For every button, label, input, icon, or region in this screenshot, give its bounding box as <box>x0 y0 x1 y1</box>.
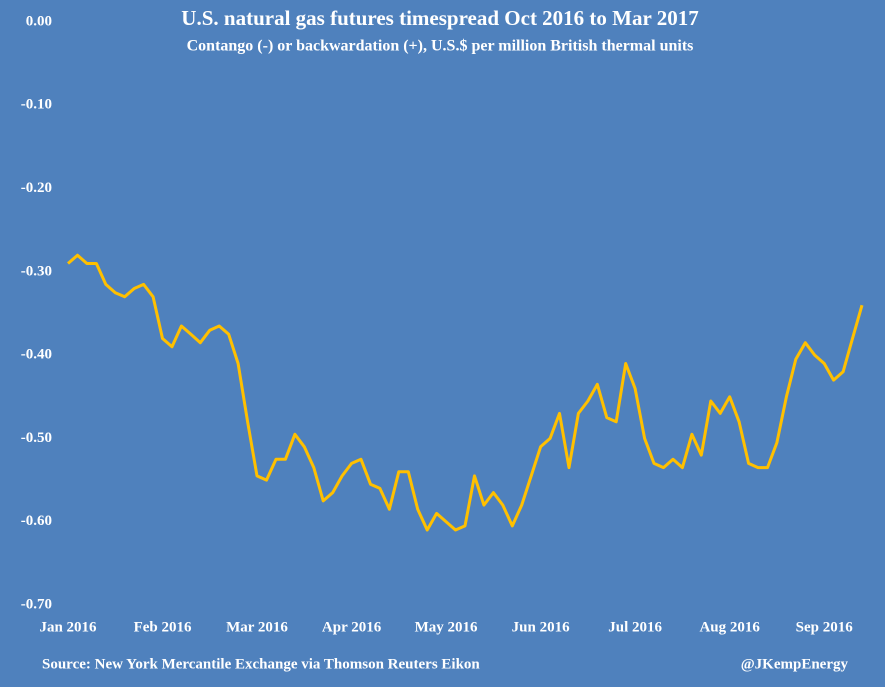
y-tick-label: -0.50 <box>21 430 52 446</box>
source-note: Source: New York Mercantile Exchange via… <box>42 656 480 672</box>
x-tick-label: Feb 2016 <box>134 619 192 635</box>
y-tick-label: 0.00 <box>26 13 52 29</box>
x-tick-label: Mar 2016 <box>226 619 288 635</box>
x-tick-label: Aug 2016 <box>699 619 760 635</box>
y-tick-label: -0.60 <box>21 513 52 529</box>
chart-title: U.S. natural gas futures timespread Oct … <box>181 6 698 30</box>
x-tick-label: May 2016 <box>415 619 478 635</box>
y-tick-label: -0.70 <box>21 596 52 612</box>
x-tick-label: Sep 2016 <box>796 619 854 635</box>
x-tick-label: Jan 2016 <box>39 619 97 635</box>
x-tick-label: Jul 2016 <box>608 619 662 635</box>
y-tick-label: -0.20 <box>21 180 52 196</box>
chart-subtitle: Contango (-) or backwardation (+), U.S.$… <box>187 38 694 55</box>
y-tick-label: -0.10 <box>21 97 52 113</box>
y-tick-label: -0.40 <box>21 347 52 363</box>
x-tick-label: Jun 2016 <box>512 619 570 635</box>
y-tick-label: -0.30 <box>21 263 52 279</box>
data-line <box>67 253 864 532</box>
credit: @JKempEnergy <box>741 656 849 672</box>
x-tick-label: Apr 2016 <box>322 619 382 635</box>
